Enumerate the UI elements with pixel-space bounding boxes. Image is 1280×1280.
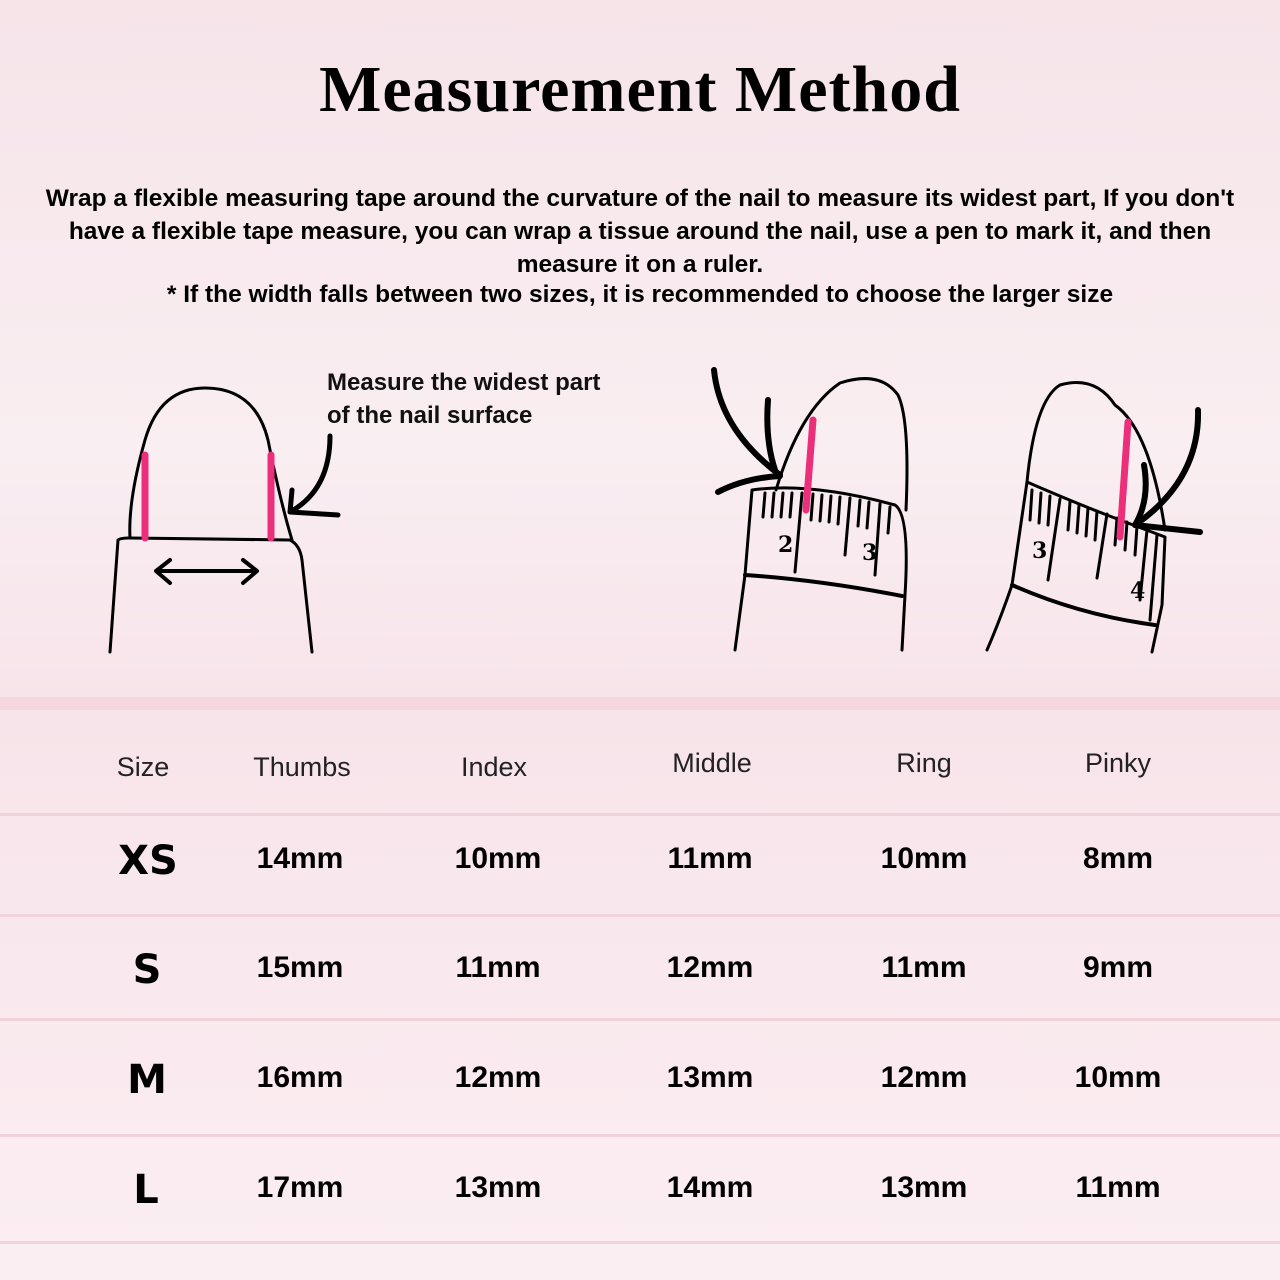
value-cell: 8mm bbox=[1082, 842, 1154, 875]
header-index: Index bbox=[460, 752, 528, 782]
caption-line: of the nail surface bbox=[327, 402, 533, 429]
finger-ruler-view-left: 2 3 bbox=[711, 367, 909, 652]
value-cell: 14mm bbox=[256, 842, 344, 875]
value-cell: 13mm bbox=[880, 1171, 968, 1204]
value-cell: 11mm bbox=[881, 951, 967, 984]
row-divider bbox=[0, 1018, 1280, 1021]
size-label: XS bbox=[118, 838, 178, 884]
value-cell: 10mm bbox=[880, 842, 968, 875]
value-cell: 11mm bbox=[1075, 1171, 1161, 1204]
page-title: Measurement Method bbox=[319, 53, 961, 126]
value-cell: 17mm bbox=[256, 1171, 344, 1204]
value-cell: 14mm bbox=[666, 1171, 754, 1204]
header-thumbs: Thumbs bbox=[253, 752, 351, 782]
header-pinky: Pinky bbox=[1084, 748, 1152, 778]
value-cell: 12mm bbox=[666, 951, 754, 984]
value-cell: 16mm bbox=[256, 1061, 344, 1094]
value-cell: 10mm bbox=[1074, 1061, 1162, 1094]
value-cell: 12mm bbox=[454, 1061, 542, 1094]
value-cell: 11mm bbox=[667, 842, 753, 875]
ruler-label: 2 bbox=[778, 532, 793, 558]
row-divider bbox=[0, 1241, 1280, 1244]
finger-ruler-view-right: 3 4 bbox=[985, 381, 1203, 654]
value-cell: 12mm bbox=[880, 1061, 968, 1094]
header-ring: Ring bbox=[896, 748, 952, 778]
size-note: * If the width falls between two sizes, … bbox=[166, 281, 1114, 308]
value-cell: 11mm bbox=[455, 951, 541, 984]
caption-line: Measure the widest part bbox=[327, 369, 601, 396]
value-cell: 10mm bbox=[454, 842, 542, 875]
header-size: Size bbox=[116, 752, 170, 782]
value-cell: 15mm bbox=[256, 951, 344, 984]
size-label: L bbox=[133, 1167, 159, 1213]
row-divider bbox=[0, 914, 1280, 917]
row-divider bbox=[0, 813, 1280, 816]
row-divider bbox=[0, 1134, 1280, 1137]
value-cell: 9mm bbox=[1082, 951, 1154, 984]
ruler-label: 3 bbox=[1032, 538, 1047, 564]
ruler-label: 3 bbox=[862, 540, 877, 566]
size-label: M bbox=[127, 1057, 167, 1103]
nail-measurement-illustration: 2 3 3 4 bbox=[108, 367, 1203, 654]
value-cell: 13mm bbox=[666, 1061, 754, 1094]
value-cell: 13mm bbox=[454, 1171, 542, 1204]
finger-front-view bbox=[108, 386, 341, 654]
section-divider bbox=[0, 697, 1280, 710]
size-label: S bbox=[132, 947, 162, 993]
measure-caption: Measure the widest part of the nail surf… bbox=[327, 366, 600, 432]
header-middle: Middle bbox=[672, 748, 752, 778]
ruler-label: 4 bbox=[1130, 578, 1145, 604]
instructions-text: Wrap a flexible measuring tape around th… bbox=[45, 185, 1235, 278]
